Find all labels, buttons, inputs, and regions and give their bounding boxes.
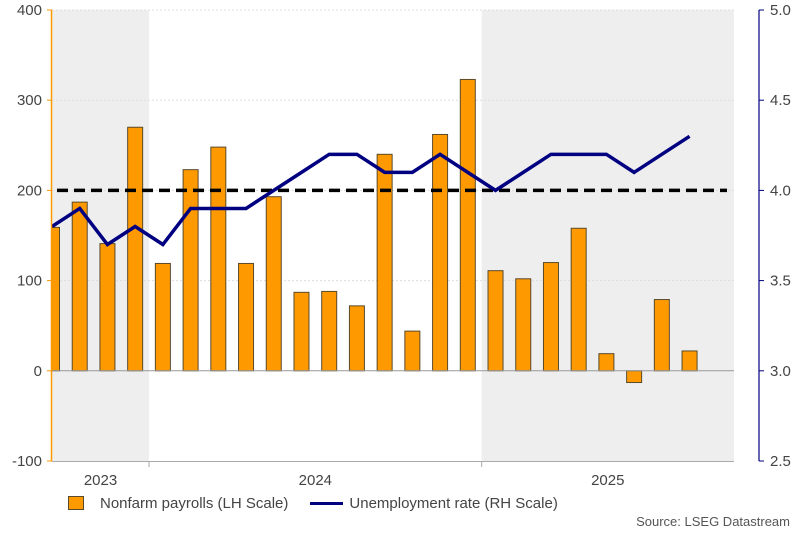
shade-2025 [481,10,734,461]
bar-2025-01 [653,299,670,372]
bar-2024-09 [542,262,559,372]
right-tick-label: 3.0 [770,363,791,380]
legend-label-unemployment: Unemployment rate (RH Scale) [349,494,558,512]
bar-2023-06 [127,126,144,372]
legend-bar-swatch [68,496,84,510]
bar-2024-07 [487,270,504,372]
bar-2024-06 [459,78,476,372]
right-tick-label: 2.5 [770,453,791,470]
bar-2023-10 [238,262,255,372]
right-tick-label: 4.5 [770,92,791,109]
legend-label-payrolls: Nonfarm payrolls (LH Scale) [100,494,289,512]
x-tick-label-2024: 2024 [299,472,332,489]
legend-line-swatch [310,501,344,505]
left-tick-label: 100 [17,273,42,290]
bar-2023-03 [52,226,60,372]
bar-2023-04 [71,201,88,372]
right-tick-label: 5.0 [770,2,791,19]
bar-2025-02 [681,350,698,372]
source-note: Source: LSEG Datastream [636,514,790,529]
left-y-axis: -100 0 100 200 300 400 [12,2,53,470]
bar-2024-08 [515,278,532,372]
left-tick-label: 300 [17,92,42,109]
bar-2024-10 [570,227,587,372]
right-tick-label: 4.0 [770,182,791,199]
bar-2023-08 [182,169,199,372]
left-tick-label: 0 [34,363,42,380]
bar-2023-12 [293,291,310,372]
year-shading [52,10,734,461]
x-tick-label-2023: 2023 [84,472,117,489]
bar-2023-05 [99,243,116,372]
right-tick-label: 3.5 [770,273,791,290]
right-y-axis: 2.5 3.0 3.5 4.0 4.5 5.0 [758,2,791,470]
bar-2023-11 [265,196,282,372]
bar-2024-11 [598,353,615,372]
legend: Nonfarm payrolls (LH Scale) Unemployment… [68,492,580,514]
left-tick-label: 200 [17,182,42,199]
bar-2024-03 [376,153,393,372]
payroll-bars [52,78,698,384]
x-tick-label-2025: 2025 [591,472,624,489]
legend-item-payrolls: Nonfarm payrolls (LH Scale) [68,495,288,512]
unemployment-line [51,134,691,247]
bar-2023-07 [154,262,171,372]
bar-2023-09 [210,146,227,372]
bar-2024-02 [348,305,365,372]
legend-item-unemployment: Unemployment rate (RH Scale) [310,494,558,512]
bar-2024-01 [321,290,338,372]
x-axis: 2023 2024 2025 [52,461,734,489]
bar-2024-05 [432,133,449,372]
left-tick-label: 400 [17,2,42,19]
bar-2024-04 [404,330,421,372]
left-tick-label: -100 [12,453,42,470]
bar-2024-12 [626,370,643,384]
